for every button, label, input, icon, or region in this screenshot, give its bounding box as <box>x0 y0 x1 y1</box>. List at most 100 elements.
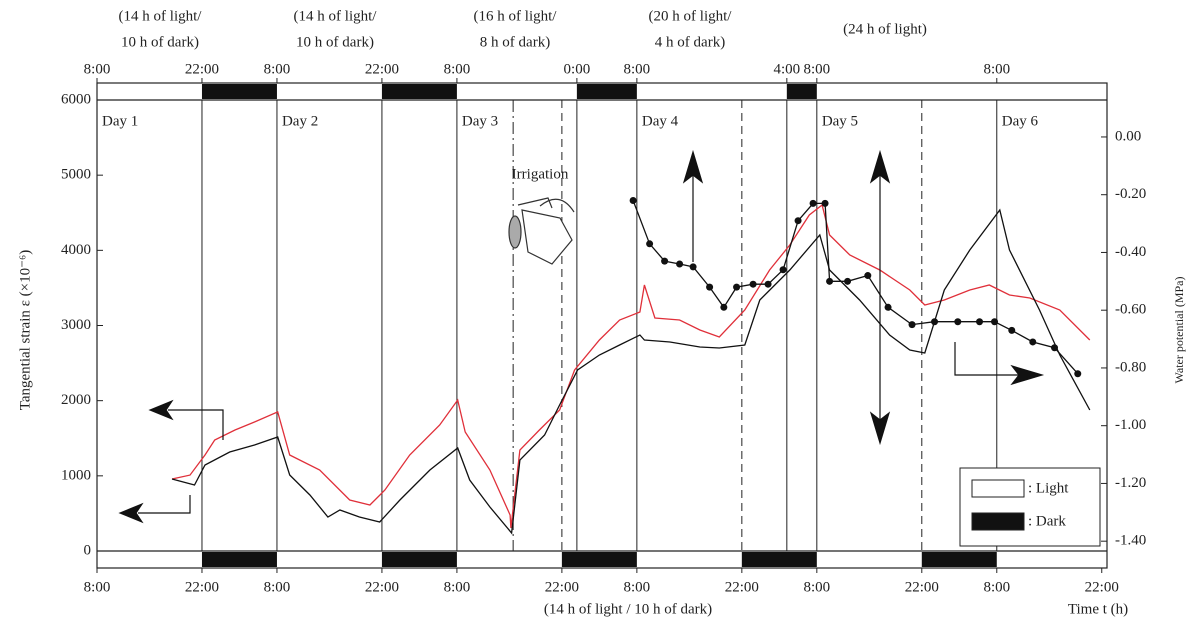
y2-tick-label: -0.20 <box>1115 186 1146 202</box>
top-x-tick-label: 0:00 <box>564 61 591 77</box>
data-point <box>826 277 834 285</box>
legend-swatch-light <box>971 479 1025 498</box>
arrow-head <box>1010 364 1045 386</box>
data-point <box>1051 344 1059 352</box>
data-point <box>646 240 654 248</box>
top-x-tick-label: 8:00 <box>264 61 291 77</box>
series-line <box>171 208 1091 535</box>
day-label: Day 3 <box>462 113 498 129</box>
data-point <box>779 266 787 274</box>
dark-period <box>561 552 637 567</box>
data-point <box>689 263 697 271</box>
top-x-tick-label: 8:00 <box>803 61 830 77</box>
schedule-label: (24 h of light) <box>843 21 927 37</box>
series-line <box>171 203 1091 529</box>
data-point <box>794 217 802 225</box>
y2-tick-label: -0.80 <box>1115 359 1146 375</box>
x-tick-label: 8:00 <box>624 579 651 595</box>
dark-period <box>381 84 457 99</box>
schedule-label: (16 h of light/ <box>474 8 558 24</box>
data-point <box>629 196 637 204</box>
x-axis-title: Time t (h) <box>1068 601 1128 617</box>
x-tick-label: 22:00 <box>545 579 579 595</box>
x-tick-label: 8:00 <box>264 579 291 595</box>
data-point <box>764 280 772 288</box>
series-line <box>632 200 1079 375</box>
y-tick-label: 2000 <box>61 392 91 408</box>
schedule-label: 4 h of dark) <box>655 34 725 50</box>
data-point <box>976 318 984 326</box>
x-tick-label: 22:00 <box>725 579 759 595</box>
top-x-tick-label: 22:00 <box>365 61 399 77</box>
schedule-label: (14 h of light / 10 h of dark) <box>544 601 712 617</box>
arrow-head <box>682 149 704 184</box>
data-point <box>864 272 872 280</box>
x-tick-label: 8:00 <box>84 579 111 595</box>
arrow <box>954 342 1022 376</box>
data-point <box>809 199 817 207</box>
schedule-label: 10 h of dark) <box>121 34 199 50</box>
data-point <box>733 283 741 291</box>
day-label: Day 6 <box>1002 113 1039 129</box>
dark-period <box>201 84 277 99</box>
x-tick-label: 22:00 <box>905 579 939 595</box>
schedule-label: (14 h of light/ <box>294 8 378 24</box>
y2-tick-label: -1.40 <box>1115 533 1146 549</box>
data-point <box>991 318 999 326</box>
data-point <box>1074 370 1082 378</box>
data-point <box>954 318 962 326</box>
y-tick-label: 0 <box>84 542 92 558</box>
can-rose <box>508 215 522 249</box>
data-point <box>884 303 892 311</box>
dark-period <box>381 552 457 567</box>
x-tick-label: 22:00 <box>1085 579 1119 595</box>
day-label: Day 5 <box>822 113 858 129</box>
arrow-head <box>869 149 891 184</box>
y2-tick-label: -1.20 <box>1115 475 1146 491</box>
can-spout <box>517 197 553 209</box>
marks: Day 1 Day 2 Day 3 Day 4 Day 5 Day 6 <box>102 84 1091 567</box>
legend-label: : Dark <box>1028 513 1066 529</box>
y-tick-label: 5000 <box>61 167 91 183</box>
day-label: Day 4 <box>642 113 679 129</box>
data-point <box>706 283 714 291</box>
data-point <box>661 257 669 265</box>
dark-period <box>576 84 637 99</box>
dark-period <box>741 552 817 567</box>
y2-tick-label: -1.00 <box>1115 417 1146 433</box>
dark-period <box>921 552 997 567</box>
x-tick-label: 8:00 <box>803 579 830 595</box>
dark-period <box>786 84 817 99</box>
arrow-head <box>869 411 891 446</box>
arrow <box>138 495 191 514</box>
annotation: Irrigation <box>512 166 569 182</box>
schedule-label: 10 h of dark) <box>296 34 374 50</box>
y-tick-label: 6000 <box>61 91 91 107</box>
top-x-tick-label: 8:00 <box>983 61 1010 77</box>
top-x-tick-label: 4:00 <box>773 61 800 77</box>
y-tick-label: 1000 <box>61 467 91 483</box>
x-tick-label: 22:00 <box>185 579 219 595</box>
schedule-label: 8 h of dark) <box>480 34 550 50</box>
can-handle <box>539 198 575 213</box>
legend-label: : Light <box>1028 480 1069 496</box>
can-body <box>521 209 573 265</box>
data-point <box>821 199 829 207</box>
day-label: Day 2 <box>282 113 318 129</box>
data-point <box>844 277 852 285</box>
dark-period <box>201 552 277 567</box>
top-x-tick-label: 22:00 <box>185 61 219 77</box>
plot-frame <box>96 82 1108 569</box>
y2-axis-title: Water potential (MPa) <box>1172 276 1186 383</box>
y-tick-label: 3000 <box>61 317 91 333</box>
data-point <box>931 318 939 326</box>
arrow <box>168 409 224 440</box>
x-tick-label: 22:00 <box>365 579 399 595</box>
x-tick-label: 8:00 <box>983 579 1010 595</box>
y-tick-label: 4000 <box>61 242 91 258</box>
data-point <box>676 260 684 268</box>
y2-tick-label: -0.40 <box>1115 244 1146 260</box>
y2-tick-label: 0.00 <box>1115 128 1141 144</box>
data-point <box>908 321 916 329</box>
